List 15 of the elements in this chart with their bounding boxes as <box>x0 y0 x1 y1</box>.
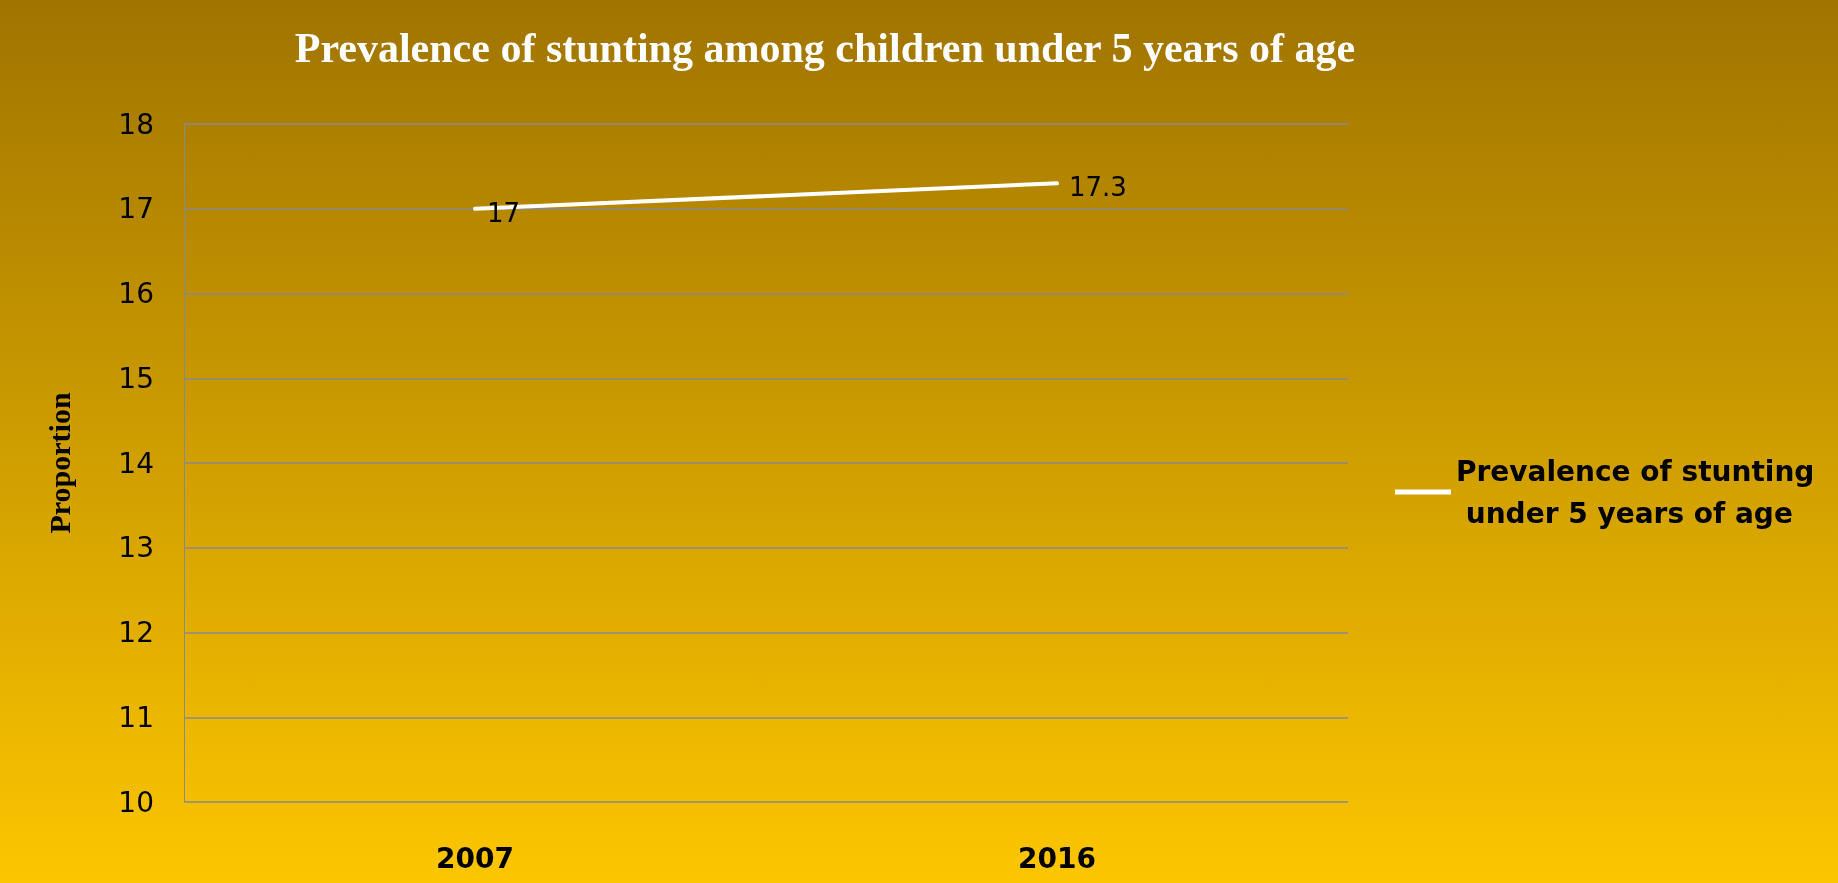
y-tick-label: 11 <box>118 700 154 734</box>
data-label: 17.3 <box>1069 172 1127 203</box>
y-tick-label: 13 <box>118 531 154 565</box>
chart-title: Prevalence of stunting among children under 5 years of age <box>294 25 1356 71</box>
y-axis-title: Proportion <box>42 392 76 534</box>
y-tick-label: 18 <box>118 107 154 141</box>
y-tick-label: 14 <box>118 446 154 480</box>
x-tick-label: 2007 <box>436 841 514 875</box>
x-tick-label: 2016 <box>1018 841 1096 875</box>
y-tick-label: 12 <box>118 616 154 649</box>
legend-label: Prevalence of stunting under 5 years of age <box>1456 454 1815 530</box>
y-tick-label: 17 <box>118 192 154 226</box>
y-tick-label: 16 <box>118 277 154 310</box>
y-tick-label: 15 <box>118 361 154 395</box>
y-tick-label: 10 <box>118 785 154 819</box>
